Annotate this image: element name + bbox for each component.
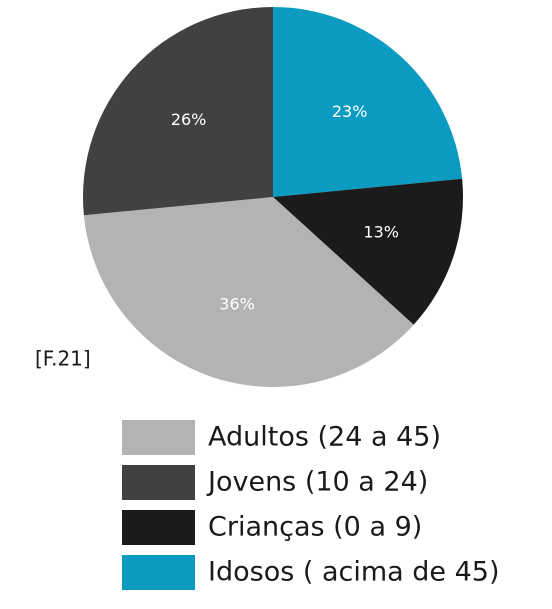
legend-label: Crianças (0 a 9) bbox=[208, 512, 422, 543]
pie-slice bbox=[273, 7, 463, 197]
annotation: [F.21] bbox=[35, 347, 91, 371]
pie-slice bbox=[82, 7, 273, 216]
legend-label: Jovens (10 a 24) bbox=[206, 467, 428, 498]
legend-swatch bbox=[122, 465, 195, 500]
slice-label: 13% bbox=[363, 222, 399, 241]
pie-slice bbox=[273, 178, 464, 325]
slice-label: 26% bbox=[171, 110, 207, 129]
legend-label: Adultos (24 a 45) bbox=[208, 422, 441, 453]
legend-swatch bbox=[122, 510, 195, 545]
slice-label: 23% bbox=[332, 102, 368, 121]
legend-swatch bbox=[122, 420, 195, 455]
pie-slice bbox=[83, 197, 414, 388]
slice-label: 36% bbox=[219, 295, 255, 314]
legend-label: Idosos ( acima de 45) bbox=[208, 557, 500, 588]
legend-swatch bbox=[122, 555, 195, 590]
